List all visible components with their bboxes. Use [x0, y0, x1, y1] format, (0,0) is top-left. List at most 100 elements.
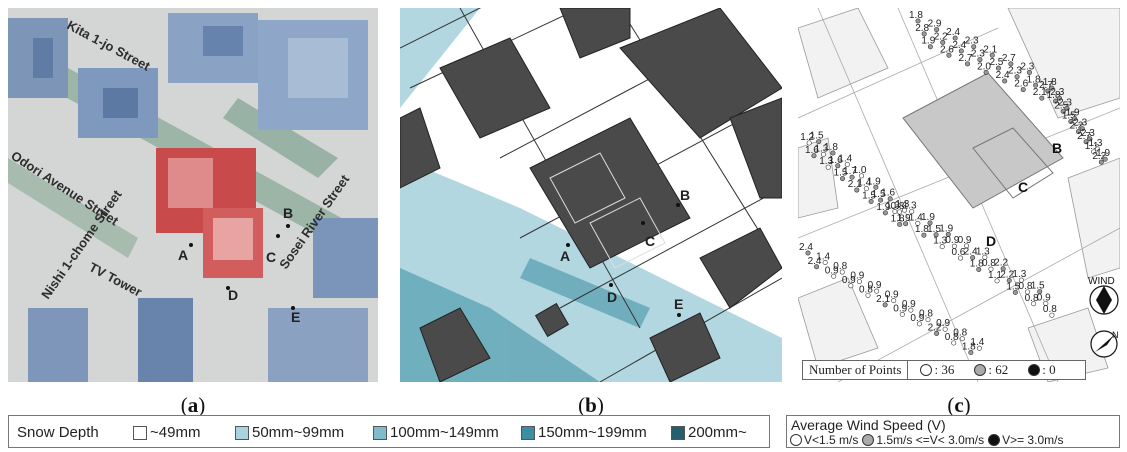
wind-point-marker: [971, 44, 977, 50]
wind-value-label: 1.9: [897, 213, 911, 224]
wind-point-marker: [957, 255, 963, 261]
count-low-value: : 36: [934, 362, 955, 377]
wind-value-label: 2.9: [928, 19, 942, 30]
wind-value-label: 2.2: [934, 31, 948, 42]
wind-point-marker: [927, 220, 933, 226]
wind-value-label: 0.9: [1037, 292, 1051, 303]
wind-point-marker: [873, 184, 879, 190]
wind-point-marker: [951, 340, 957, 346]
wind-value-label: 0.9: [902, 299, 916, 310]
wind-point-marker: [868, 198, 874, 204]
point-a-label: A: [178, 247, 188, 263]
wind-value-label: 2.2: [928, 322, 942, 333]
wind-point-marker: [835, 163, 841, 169]
mid-speed-dot-icon: [974, 364, 987, 376]
wind-point-marker: [915, 220, 921, 226]
wind-point-marker: [814, 264, 820, 270]
wind-value-label: 2.2: [994, 258, 1008, 269]
wind-value-label: 2.2: [1069, 121, 1083, 132]
count-mid: : 62: [962, 362, 1016, 378]
wind-value-label: 1.8: [1047, 90, 1061, 101]
wind-point-marker: [921, 232, 927, 238]
wind-point-marker: [915, 18, 921, 24]
mid-speed-dot-icon: [862, 434, 875, 446]
wind-value-label: 0.8: [891, 201, 905, 212]
wind-point-marker: [1053, 98, 1059, 104]
wind-value-label: 1.3: [886, 201, 900, 212]
wind-value-label: 2.3: [1058, 97, 1072, 108]
wind-point-marker: [865, 292, 871, 298]
wind-point-marker: [952, 35, 958, 41]
point-b-label: B: [680, 187, 690, 203]
wind-value-label: 1.4: [838, 153, 852, 164]
snow-legend-item-3: 100mm~149mm: [373, 424, 499, 441]
wind-point-marker: [1060, 108, 1066, 114]
wind-point-marker: [909, 209, 915, 215]
wind-point-marker: [806, 140, 812, 146]
wind-value-label: 2.1: [983, 44, 997, 55]
wind-value-label: 2.5: [989, 57, 1003, 68]
wind-point-marker: [995, 65, 1001, 71]
wind-value-label: 1.5: [1006, 281, 1020, 292]
swatch-icon: [133, 425, 147, 440]
wind-value-label: 2.6: [1014, 79, 1028, 90]
north-label: N: [1112, 330, 1119, 340]
wind-point-marker: [983, 69, 989, 75]
wind-point-marker: [968, 349, 974, 355]
wind-point-marker: [925, 317, 931, 323]
wind-point-marker: [1008, 61, 1014, 67]
wind-point-marker: [989, 52, 995, 58]
wind-value-label: 1.9: [1096, 148, 1110, 159]
wind-point-marker: [976, 345, 982, 351]
snow-depth-map: A B C D E: [400, 8, 782, 382]
wind-point-marker: [1026, 69, 1032, 75]
wind-value-label: 2.8: [915, 23, 929, 34]
wind-value-label: 2.7: [1077, 131, 1091, 142]
wind-legend-mid: 1.5m/s <=V< 3.0m/s: [876, 433, 985, 447]
wind-value-label: 0.9: [945, 235, 959, 246]
count-low: : 36: [908, 362, 962, 378]
count-high: : 0: [1016, 362, 1063, 378]
wind-point-marker: [958, 48, 964, 54]
wind-value-label: 1.9: [1066, 108, 1080, 119]
wind-point-marker: [1064, 105, 1070, 111]
wind-point-marker: [1098, 159, 1104, 165]
wind-speed-legend: Average Wind Speed (V) V<1.5 m/s 1.5m/s …: [786, 415, 1120, 448]
snow-model-photo: Kita 1-jo Street Odori Avenue Street Nis…: [8, 8, 378, 382]
wind-value-label: 2.2: [1000, 270, 1014, 281]
point-d-label: D: [228, 287, 238, 303]
wind-value-label: 2.1: [876, 294, 890, 305]
wind-value-label: 2.3: [1081, 128, 1095, 139]
wind-value-label: 1.4: [970, 337, 984, 348]
wind-point-marker: [887, 196, 893, 202]
wind-value-label: 0.8: [1043, 304, 1057, 315]
wind-point-marker: [1083, 139, 1089, 145]
wind-value-label: 2.5: [1054, 100, 1068, 111]
wind-point-marker: [976, 266, 982, 272]
wind-value-label: 0.9: [958, 235, 972, 246]
wind-point-marker: [1102, 156, 1108, 162]
wind-point-marker: [1000, 266, 1006, 272]
point-c-label: C: [266, 249, 276, 265]
wind-point-marker: [964, 243, 970, 249]
wind-point-marker: [816, 139, 822, 145]
wind-value-label: 1.5: [1062, 110, 1076, 121]
wind-point-marker: [805, 250, 811, 256]
wind-value-label: 2.1: [848, 179, 862, 190]
wind-value-label: 0.9: [842, 275, 856, 286]
wind-value-label: 0.8: [859, 284, 873, 295]
wind-point-marker: [1037, 289, 1043, 295]
wind-point-marker: [940, 39, 946, 45]
low-speed-dot-icon: [920, 364, 933, 376]
wind-point-marker: [844, 161, 850, 167]
wind-value-label: 1.9: [921, 212, 935, 223]
wind-value-label: 1.4: [909, 212, 923, 223]
wind-point-marker: [982, 254, 988, 260]
wind-value-label: 2.7: [959, 53, 973, 64]
wind-value-label: 0.9: [910, 313, 924, 324]
wind-value-label: 2.4: [996, 70, 1010, 81]
panel-c-wind-map: B C D 1.8 2.8 1.9 2.9 2.2 2.6 2.4 2.4 2.7 2.3 2.3 2…: [798, 8, 1120, 382]
wind-point-marker: [854, 187, 860, 193]
wind-value-label: 1.9: [921, 36, 935, 47]
wind-point-marker: [921, 31, 927, 37]
